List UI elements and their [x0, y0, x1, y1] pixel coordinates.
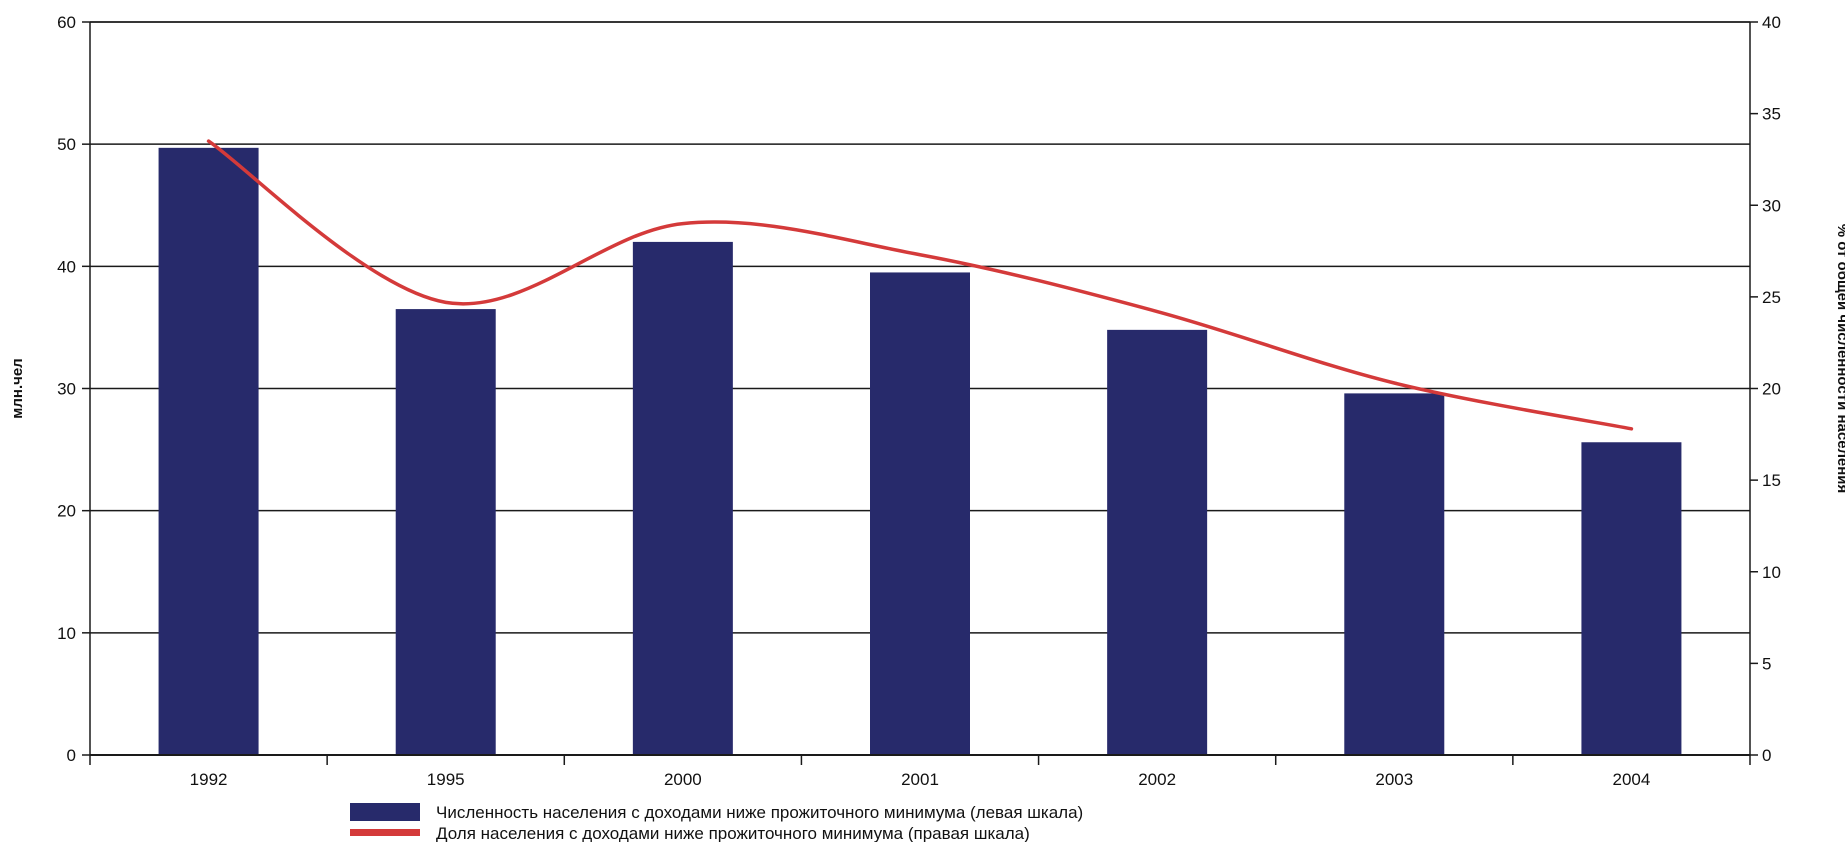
y-tick-label: 30 — [57, 380, 76, 399]
legend-swatch-bars — [350, 803, 420, 821]
y-tick-label: 20 — [57, 502, 76, 521]
bar — [1107, 329, 1208, 755]
y-tick-label: 0 — [67, 746, 76, 765]
bar — [1344, 393, 1445, 755]
x-tick-label: 2001 — [901, 770, 939, 789]
bar — [632, 241, 733, 755]
bar-series — [158, 147, 1682, 755]
legend-swatch-line — [350, 829, 420, 836]
legend-label-bars: Численность населения с доходами ниже пр… — [436, 803, 1083, 822]
series-line — [206, 139, 1634, 431]
y2-tick-label: 15 — [1762, 471, 1781, 490]
y2-tick-label: 25 — [1762, 288, 1781, 307]
x-tick-label: 2003 — [1375, 770, 1413, 789]
x-tick-label: 1992 — [190, 770, 228, 789]
y-tick-label: 50 — [57, 135, 76, 154]
y2-tick-label: 10 — [1762, 563, 1781, 582]
y-tick-label: 40 — [57, 257, 76, 276]
bar — [1581, 442, 1682, 755]
y-tick-label: 60 — [57, 13, 76, 32]
y2-tick-label: 35 — [1762, 105, 1781, 124]
x-tick-label: 1995 — [427, 770, 465, 789]
bar — [158, 147, 259, 755]
line-series — [206, 139, 1634, 431]
x-tick-label: 2000 — [664, 770, 702, 789]
y2-tick-label: 5 — [1762, 654, 1771, 673]
y2-tick-label: 30 — [1762, 196, 1781, 215]
y2-tick-label: 20 — [1762, 380, 1781, 399]
legend-label-line: Доля населения с доходами ниже прожиточн… — [436, 824, 1030, 842]
tick-labels: 0 10 20 30 40 50 60 0 5 10 15 20 25 30 35 40 1992 1995 200… — [57, 13, 1781, 789]
y-axis-title: млн.чел — [9, 358, 26, 418]
y2-axis-title: % от общей численности населения — [1834, 224, 1845, 494]
legend: Численность населения с доходами ниже пр… — [350, 803, 1083, 842]
y-tick-label: 10 — [57, 624, 76, 643]
x-tick-label: 2004 — [1613, 770, 1651, 789]
bar — [395, 309, 496, 755]
y2-tick-label: 40 — [1762, 13, 1781, 32]
y2-tick-label: 0 — [1762, 746, 1771, 765]
x-tick-label: 2002 — [1138, 770, 1176, 789]
axes — [82, 21, 1758, 765]
bar — [870, 272, 970, 755]
